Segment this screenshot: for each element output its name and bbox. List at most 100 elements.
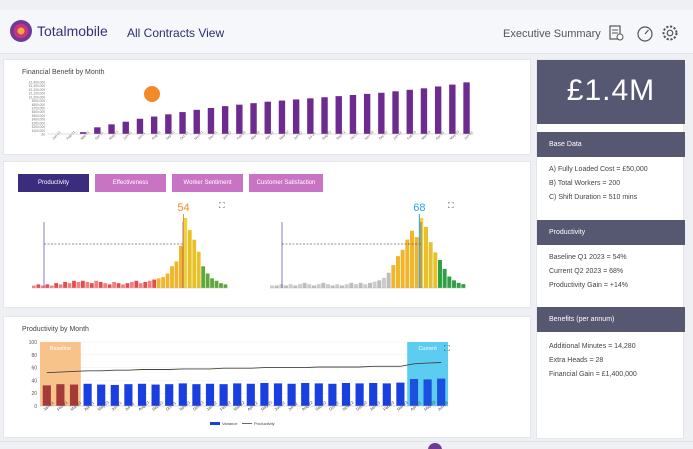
report-icon[interactable] [607, 24, 625, 42]
variance-bar [423, 379, 432, 406]
bar [463, 82, 470, 134]
variance-bar [42, 385, 51, 406]
variance-bar [246, 383, 255, 406]
histogram-bar [49, 285, 54, 288]
y-tick-label: £1,300,000 [29, 84, 45, 88]
base-data-line: C) Shift Duration = 510 mins [549, 194, 638, 201]
x-tick-label: May-21 [108, 130, 119, 141]
variance-bar [83, 383, 92, 406]
legend-label: Productivity [254, 421, 275, 426]
tab-customer-satisfaction[interactable]: Customer Satisfaction [249, 174, 323, 192]
baseline-histogram: 54 [32, 202, 228, 289]
x-tick-label: Jun-23 [463, 130, 473, 140]
histogram-bar [368, 282, 372, 288]
y-tick-label: £300,000 [32, 121, 46, 125]
histogram-bar [419, 218, 424, 288]
current-marker-value: 68 [413, 202, 425, 214]
x-tick-label: Jun-22 [293, 130, 303, 140]
variance-bar [355, 383, 364, 406]
y-tick-label: £700,000 [32, 107, 46, 111]
tab-productivity[interactable]: Productivity [18, 174, 89, 192]
variance-bar [328, 383, 337, 406]
gauge-icon[interactable] [636, 24, 654, 42]
histogram-bar [405, 239, 410, 288]
histogram-bar [428, 242, 433, 288]
histogram-bar [442, 268, 447, 288]
financial-gain-kpi: £1.4M [537, 60, 685, 124]
bar [420, 88, 428, 134]
variance-bar [273, 383, 283, 406]
bar [79, 132, 87, 134]
histogram-bar [433, 252, 438, 288]
histogram-bar [219, 283, 223, 288]
productivity-line: Productivity Gain = +14% [549, 282, 628, 289]
histogram-bar [363, 284, 368, 288]
baseline-marker-value: 54 [177, 202, 189, 214]
x-tick-label: Jul-22 [307, 131, 317, 141]
x-tick-label: Jan-22 [222, 130, 232, 140]
histogram-bar [192, 239, 197, 288]
histogram-bar [121, 284, 125, 288]
x-tick-label: May-23 [449, 130, 460, 141]
x-tick-label: May-22 [279, 130, 290, 141]
histogram-bar [174, 261, 179, 288]
histogram-bar [410, 230, 414, 288]
y-tick-label: 100 [29, 340, 38, 346]
histogram-bar [89, 283, 94, 288]
x-tick-label: Apr-22 [264, 130, 274, 140]
histogram-bar [349, 282, 354, 288]
histogram-bar [312, 285, 316, 288]
x-tick-label: Jun-21 [122, 130, 132, 140]
histogram-bar [214, 280, 219, 288]
bar [122, 121, 129, 134]
expand-icon[interactable]: ⛶ [448, 201, 454, 210]
scroll-indicator[interactable] [428, 443, 442, 449]
histogram-bar [321, 282, 326, 288]
executive-summary-label[interactable]: Executive Summary [503, 28, 601, 40]
variance-bar [233, 383, 242, 406]
y-tick-label: £0 [41, 133, 45, 137]
histogram-bar [187, 230, 192, 288]
bar [264, 101, 271, 134]
x-tick-label: Sep-21 [165, 130, 176, 141]
bottom-divider [0, 441, 693, 442]
y-tick-label: £400,000 [32, 118, 46, 122]
productivity-line [46, 362, 442, 374]
variance-bar [287, 383, 296, 406]
histogram-bar [161, 277, 165, 288]
bar [378, 92, 385, 134]
y-tick-label: £1,200,000 [29, 88, 45, 92]
tab-effectiveness[interactable]: Effectiveness [95, 174, 166, 192]
financial-chart-title: Financial Benefit by Month [22, 69, 105, 76]
side-panel: £1.4M Base Data A) Fully Loaded Cost = £… [536, 59, 685, 439]
settings-gear-icon[interactable] [661, 24, 679, 42]
expand-icon[interactable]: ⛶ [219, 201, 225, 210]
bar [363, 93, 371, 134]
logo-icon [10, 20, 32, 42]
tab-worker-sentiment[interactable]: Worker Sentiment [172, 174, 243, 192]
histogram-bar [67, 283, 72, 288]
histogram-bar [130, 281, 134, 288]
histogram-bar [103, 283, 108, 288]
histogram-bar [223, 284, 228, 288]
benefits-line: Extra Heads = 28 [549, 357, 604, 364]
histogram-bar [63, 281, 67, 288]
bar [321, 97, 328, 134]
histogram-bar [414, 237, 419, 288]
bar [250, 103, 257, 134]
histogram-bar [138, 283, 143, 288]
histogram-bar [170, 266, 174, 288]
x-tick-label: Nov-22 [364, 130, 375, 141]
histogram-bar [76, 281, 81, 288]
histogram-bar [358, 282, 363, 288]
histogram-bar [152, 279, 157, 288]
bar [392, 91, 399, 134]
histogram-bar [302, 282, 307, 288]
histogram-bar [94, 280, 99, 288]
view-title[interactable]: All Contracts View [127, 26, 225, 40]
expand-icon[interactable]: ⛶ [444, 344, 450, 353]
y-tick-label: £1,100,000 [29, 92, 45, 96]
histogram-bar [382, 277, 386, 288]
x-tick-label: Apr-23 [435, 130, 445, 140]
